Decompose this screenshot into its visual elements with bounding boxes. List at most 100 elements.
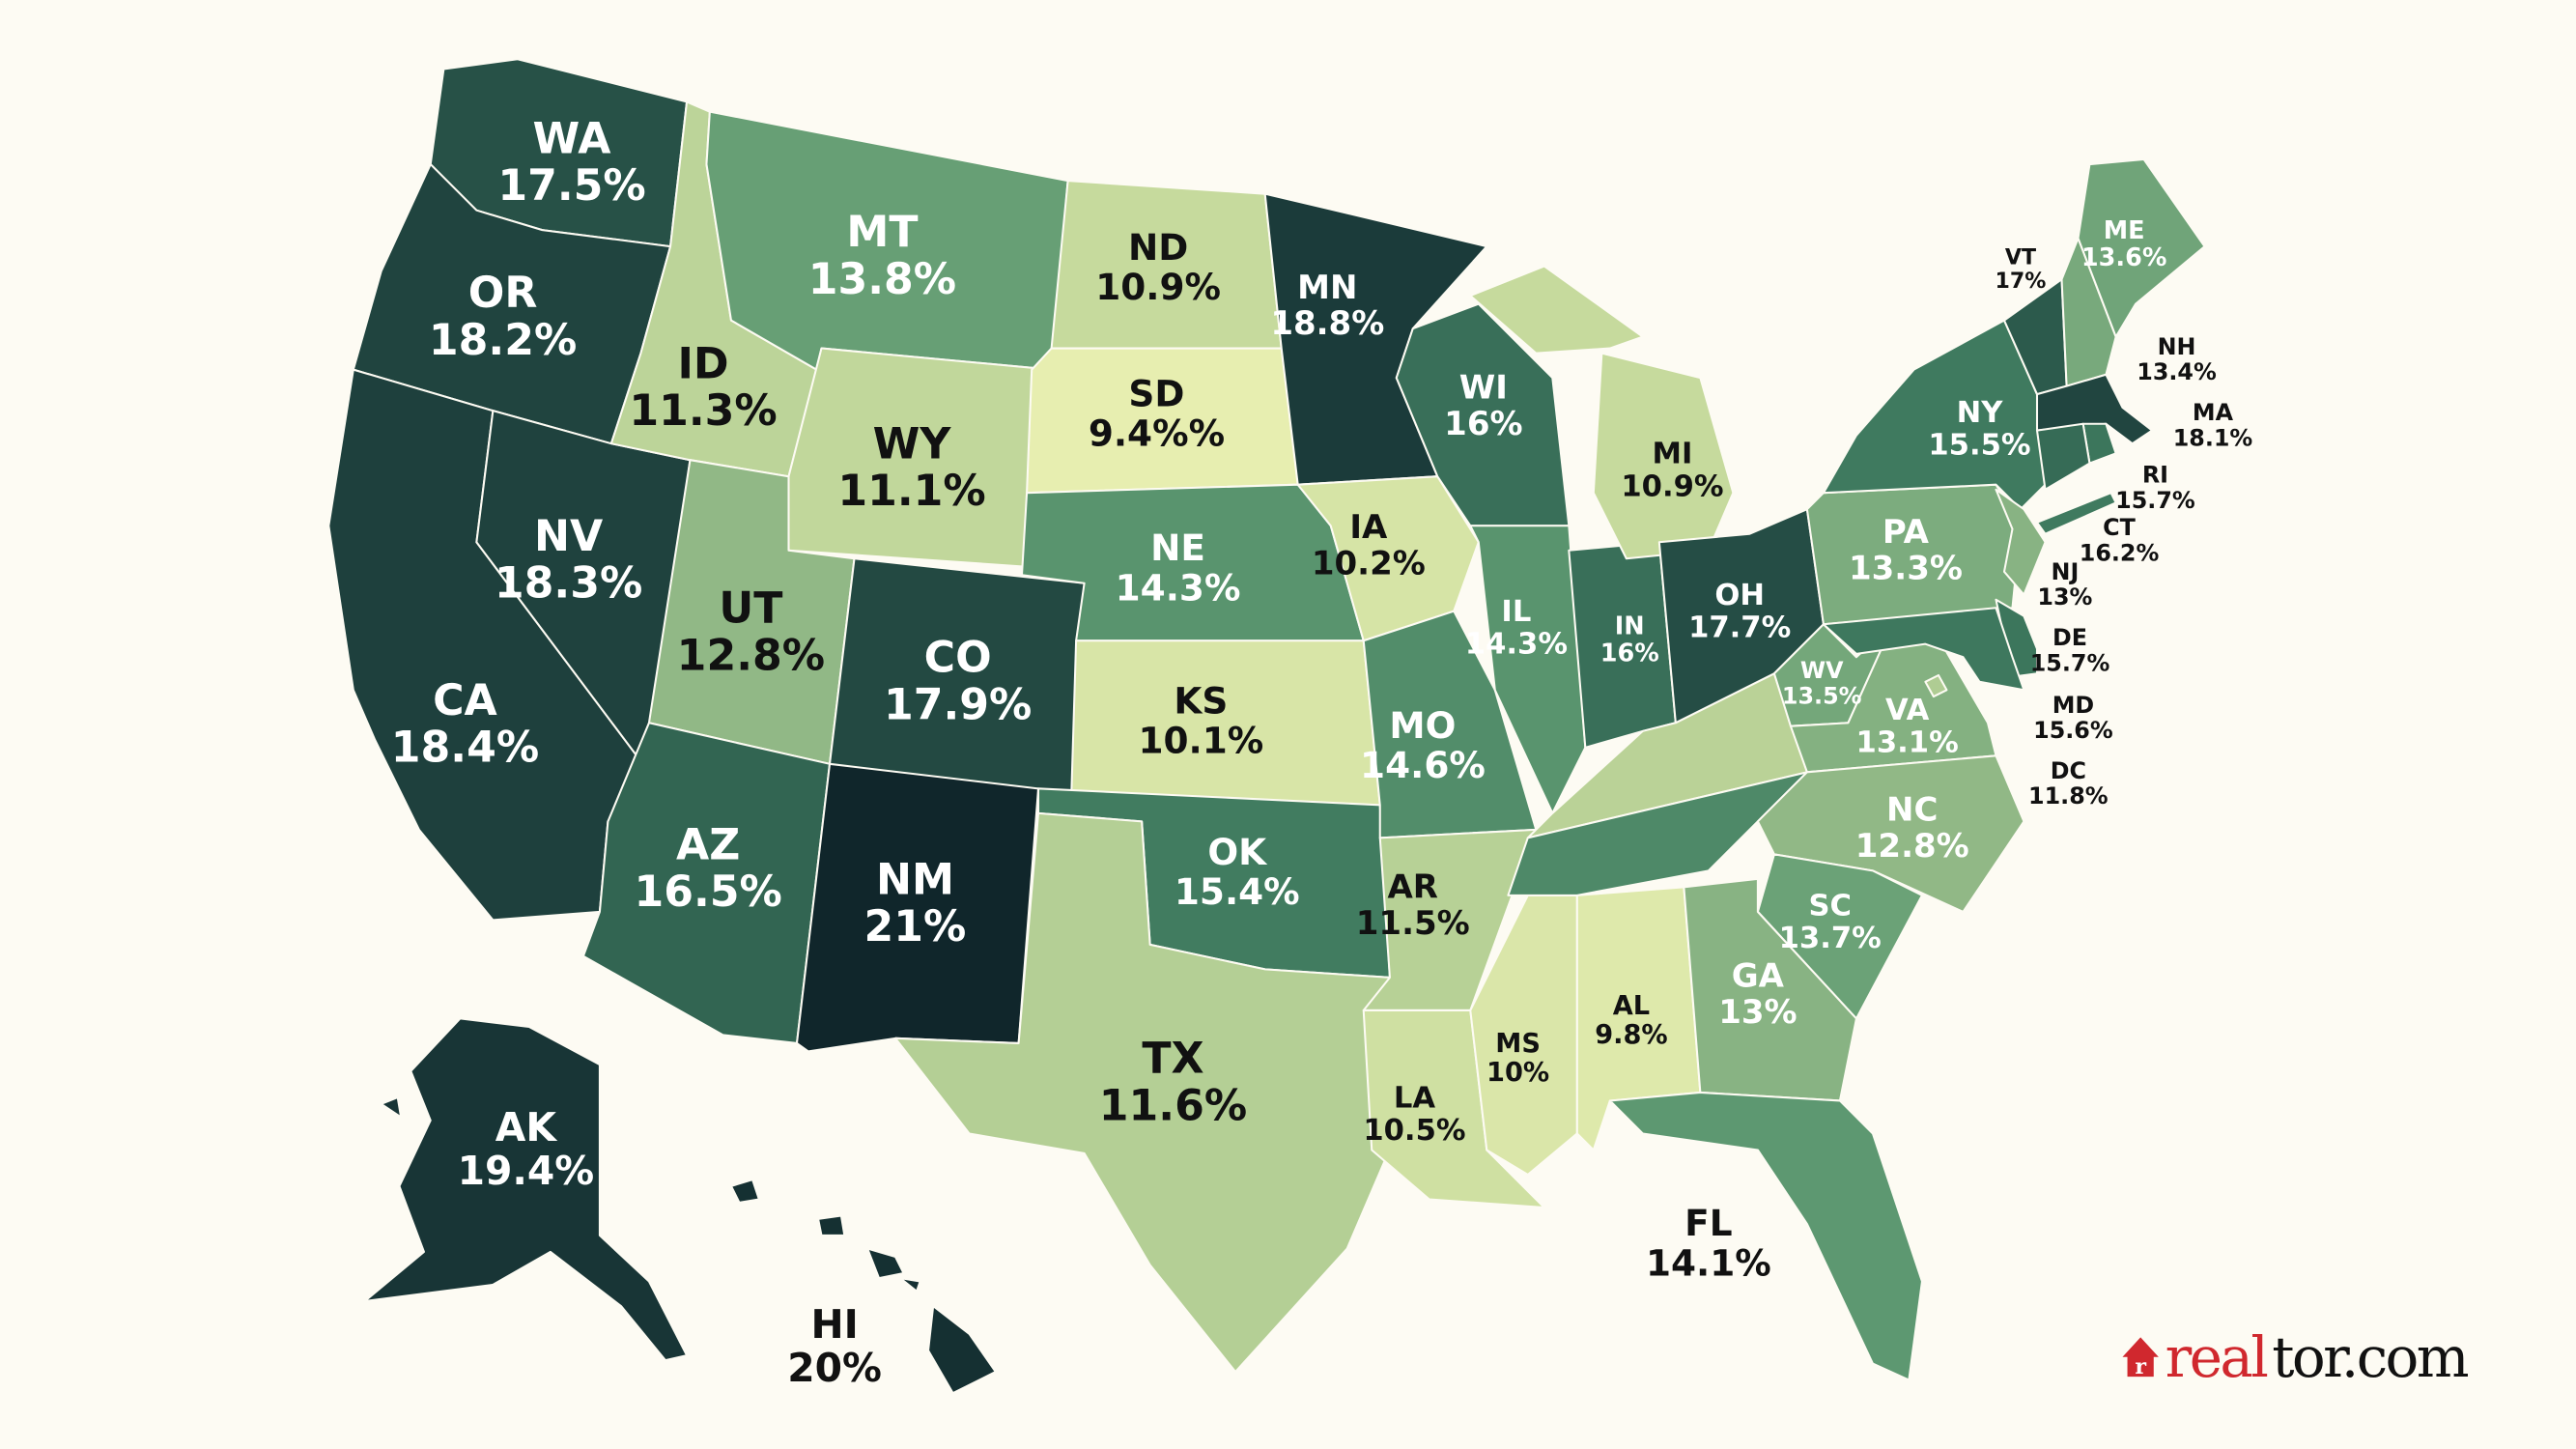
realtor-logo: r real tor.com <box>2122 1324 2471 1390</box>
state-code: ND <box>1128 226 1188 269</box>
state-value: 17% <box>1996 269 2047 294</box>
state-code: MS <box>1495 1029 1541 1059</box>
state-value: 16.2% <box>2080 539 2160 566</box>
state-value: 15.6% <box>2033 717 2113 744</box>
state-code: ID <box>677 339 728 388</box>
state-code: IL <box>1501 595 1531 629</box>
state-code: DE <box>2052 624 2087 651</box>
state-code: TX <box>1142 1035 1203 1084</box>
state-code: UT <box>719 584 782 634</box>
state-value: 14.6% <box>1360 744 1486 786</box>
state-value: 10.2% <box>1312 545 1426 583</box>
state-value: 13% <box>2037 583 2092 611</box>
state-code: FL <box>1684 1202 1732 1244</box>
state-value: 19.4% <box>458 1148 595 1194</box>
state-code: AL <box>1613 991 1650 1021</box>
state-mi <box>1469 265 1644 355</box>
state-code: CO <box>924 634 992 683</box>
state-nc <box>1756 754 2025 913</box>
state-hi <box>817 1214 846 1236</box>
state-value: 10.1% <box>1138 720 1263 762</box>
state-value: 17.7% <box>1688 611 1791 645</box>
state-code: OK <box>1207 831 1268 873</box>
state-code: KS <box>1174 679 1228 722</box>
state-code: DC <box>2051 757 2086 784</box>
state-value: 16% <box>1600 639 1659 668</box>
state-value: 15.4% <box>1175 870 1300 913</box>
state-code: MN <box>1297 269 1357 307</box>
state-value: 11.8% <box>2028 782 2109 810</box>
state-code: VT <box>2005 245 2036 270</box>
state-hi <box>729 1179 760 1204</box>
state-value: 13.8% <box>808 255 956 304</box>
state-value: 17.5% <box>497 161 645 211</box>
state-label-al: AL9.8% <box>1595 991 1667 1050</box>
state-code: NJ <box>2052 558 2080 585</box>
state-value: 9.4%% <box>1089 412 1225 455</box>
state-ak <box>363 1017 689 1362</box>
state-value: 18.2% <box>429 316 577 365</box>
state-code: VA <box>1885 694 1930 727</box>
state-code: IA <box>1349 508 1388 547</box>
state-code: GA <box>1732 956 1785 995</box>
state-code: LA <box>1394 1081 1436 1115</box>
state-code: PA <box>1882 513 1930 552</box>
state-code: IN <box>1615 612 1645 641</box>
state-nh <box>2060 237 2117 387</box>
state-fl <box>1608 1091 1923 1381</box>
state-hi <box>866 1247 905 1280</box>
house-icon <box>2122 1337 2159 1378</box>
state-code: NM <box>876 855 954 904</box>
state-code: WY <box>873 420 952 469</box>
state-hi <box>899 1277 921 1293</box>
state-value: 11.1% <box>837 467 985 516</box>
state-value: 13.4% <box>2137 358 2217 385</box>
state-code: OH <box>1714 579 1765 612</box>
state-value: 18.1% <box>2173 424 2253 451</box>
state-code: HI <box>810 1301 858 1348</box>
state-value: 10% <box>1486 1058 1549 1088</box>
state-wy <box>787 347 1053 568</box>
state-ak <box>380 1096 403 1119</box>
state-code: NH <box>2158 333 2196 360</box>
state-code: SD <box>1128 372 1184 414</box>
logo-text-real: real <box>2166 1324 2268 1390</box>
state-value: 11.6% <box>1099 1081 1247 1130</box>
state-value: 15.7% <box>2030 649 2110 676</box>
state-value: 18.3% <box>495 558 642 608</box>
state-value: 18.8% <box>1270 304 1384 343</box>
state-value: 11.3% <box>629 386 777 436</box>
state-code: MA <box>2193 399 2234 426</box>
state-value: 18.4% <box>391 724 539 773</box>
state-code: OR <box>468 269 538 318</box>
state-value: 14.3% <box>1465 628 1568 662</box>
state-value: 12.8% <box>677 631 825 680</box>
